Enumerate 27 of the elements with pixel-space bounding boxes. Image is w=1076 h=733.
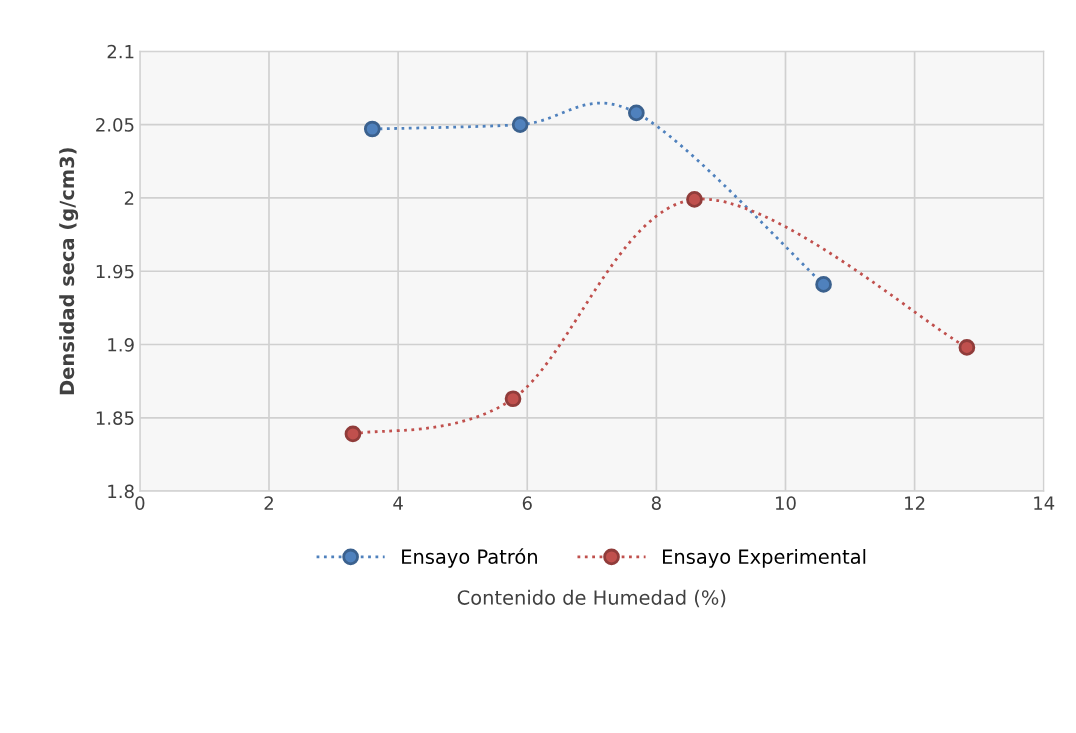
y-tick-label: 1.95 [96, 264, 134, 279]
x-tick-label: 4 [393, 496, 403, 510]
x-tick-label: 12 [905, 496, 925, 510]
y-tick-label: 2.05 [96, 118, 134, 132]
legend-label: Ensayo Patrón [402, 548, 537, 568]
point [344, 425, 362, 443]
x-tick-label: 10 [775, 496, 796, 510]
legend-label: Ensayo Experimental [663, 548, 866, 568]
x-tick-label: 6 [522, 496, 532, 510]
y-tick-label: 2 [124, 191, 134, 205]
point [815, 276, 832, 293]
x-axis-title: Contenido de Humedad (%) [457, 589, 726, 608]
y-tick-label: 2.1 [107, 44, 134, 59]
point [504, 390, 522, 408]
point [363, 120, 381, 138]
x-tick-label: 14 [1034, 496, 1055, 510]
y-tick-label: 1.85 [96, 411, 134, 425]
point [958, 339, 976, 356]
y-axis-title: Densidad seca (g/cm3) [59, 148, 79, 395]
x-tick-label: 2 [264, 496, 273, 510]
point [686, 191, 703, 208]
x-tick-label: 0 [135, 496, 145, 510]
x-tick-label: 8 [651, 496, 661, 510]
y-tick-label: 1.8 [108, 484, 134, 499]
point [628, 104, 645, 122]
point [511, 116, 529, 133]
y-tick-label: 1.9 [108, 337, 134, 352]
